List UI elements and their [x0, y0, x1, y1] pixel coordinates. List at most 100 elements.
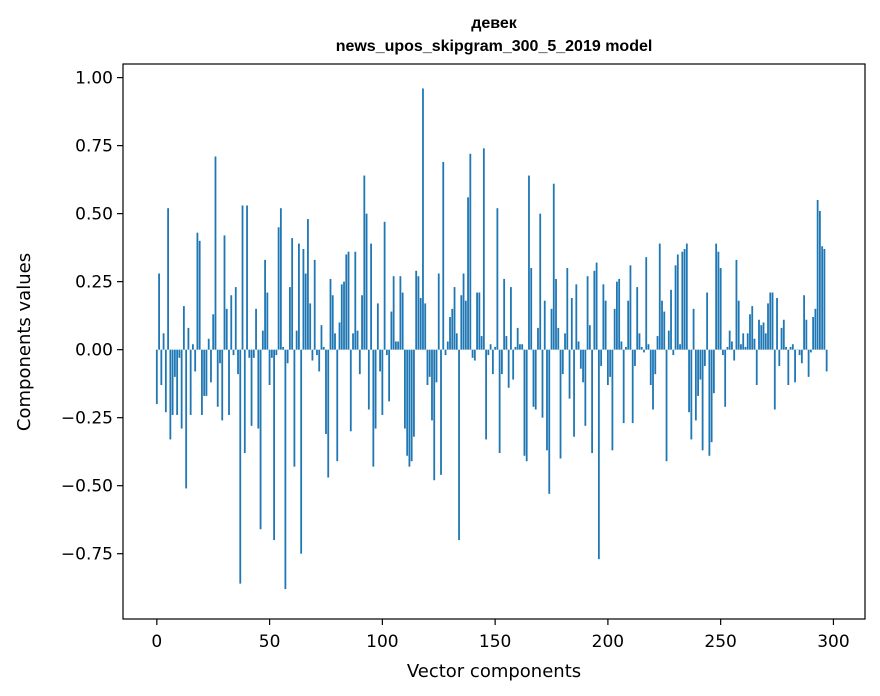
bar — [758, 319, 760, 350]
bar — [638, 333, 641, 350]
bar — [261, 330, 264, 350]
bar — [178, 349, 181, 358]
bar — [437, 273, 440, 350]
bar — [586, 276, 589, 350]
bar — [180, 349, 183, 429]
chart-title-line-2: news_upos_skipgram_300_5_2019 model — [336, 38, 653, 55]
bar — [814, 308, 817, 350]
chart-title-line-1: девек — [471, 15, 518, 32]
bar — [232, 349, 235, 356]
bar — [383, 221, 386, 350]
bar — [692, 308, 695, 350]
bar — [688, 349, 690, 413]
bar — [652, 349, 654, 410]
bar — [559, 349, 562, 459]
bar — [158, 273, 160, 350]
bar — [196, 232, 199, 350]
bar — [597, 349, 600, 560]
bar — [600, 349, 603, 366]
bar — [823, 249, 826, 350]
bar — [264, 259, 266, 350]
bar — [406, 349, 409, 456]
bar — [417, 276, 420, 350]
bar — [374, 349, 377, 429]
bar — [241, 205, 244, 350]
bar — [595, 262, 598, 350]
bar — [809, 349, 812, 353]
bar — [462, 273, 465, 350]
bar — [523, 349, 526, 456]
bar — [401, 292, 404, 350]
y-axis-ticks: −0.75 −0.50 −0.25 0.00 0.25 0.50 0.75 1.00 — [61, 69, 123, 565]
y-tick-label: −0.25 — [61, 409, 113, 429]
bar — [246, 205, 248, 350]
bar — [155, 349, 158, 405]
bar — [516, 327, 519, 350]
bar — [521, 344, 524, 350]
bar — [782, 319, 785, 350]
bar — [573, 349, 575, 437]
bar — [812, 317, 815, 350]
bar — [588, 325, 591, 350]
x-axis-ticks: 0 50 100 150 200 250 300 — [151, 619, 850, 652]
bar — [512, 349, 515, 380]
bar — [519, 344, 521, 350]
bar — [248, 349, 251, 358]
bar — [250, 349, 253, 426]
bar — [667, 330, 670, 350]
bar — [449, 317, 451, 350]
bar — [760, 325, 763, 350]
x-tick-label: 200 — [592, 632, 624, 652]
y-tick-label: 1.00 — [75, 69, 113, 89]
bar — [665, 349, 668, 462]
bar — [451, 308, 454, 350]
bar — [257, 349, 260, 429]
bar — [343, 281, 345, 350]
bar — [455, 333, 458, 350]
bar — [404, 349, 406, 429]
bar — [354, 251, 357, 350]
bar — [422, 88, 424, 350]
bar — [275, 349, 278, 356]
plot-frame — [122, 63, 866, 620]
y-axis-label: Components values — [14, 253, 35, 431]
bar — [505, 336, 508, 350]
y-tick-label: 0.50 — [75, 205, 113, 225]
bar — [681, 251, 684, 350]
bar — [388, 349, 391, 402]
bar — [602, 284, 605, 350]
bar — [160, 349, 163, 386]
bar — [821, 246, 824, 350]
bar — [273, 349, 275, 541]
bar — [471, 349, 474, 358]
bar — [279, 208, 282, 350]
bar — [295, 330, 298, 350]
bar — [298, 243, 300, 350]
y-tick-label: 0.75 — [75, 137, 113, 157]
bar — [376, 303, 379, 350]
bar — [446, 341, 449, 350]
bar — [514, 346, 517, 350]
bar — [640, 346, 643, 350]
bar — [413, 349, 415, 437]
bar — [313, 259, 316, 350]
bar — [291, 238, 294, 350]
bar — [487, 349, 490, 356]
bar — [345, 254, 348, 350]
bar — [171, 349, 174, 415]
bar — [622, 349, 625, 424]
bar — [192, 344, 194, 350]
bar — [710, 349, 713, 443]
bar — [555, 278, 557, 350]
x-tick-label: 100 — [366, 632, 398, 652]
bar — [173, 349, 176, 377]
bar — [340, 284, 343, 350]
bar — [645, 257, 648, 350]
bar — [568, 349, 571, 399]
bar — [205, 349, 208, 396]
bar — [613, 308, 616, 350]
bar — [579, 349, 582, 369]
x-tick-label: 250 — [704, 632, 736, 652]
bar — [541, 349, 544, 418]
bar — [496, 208, 499, 350]
